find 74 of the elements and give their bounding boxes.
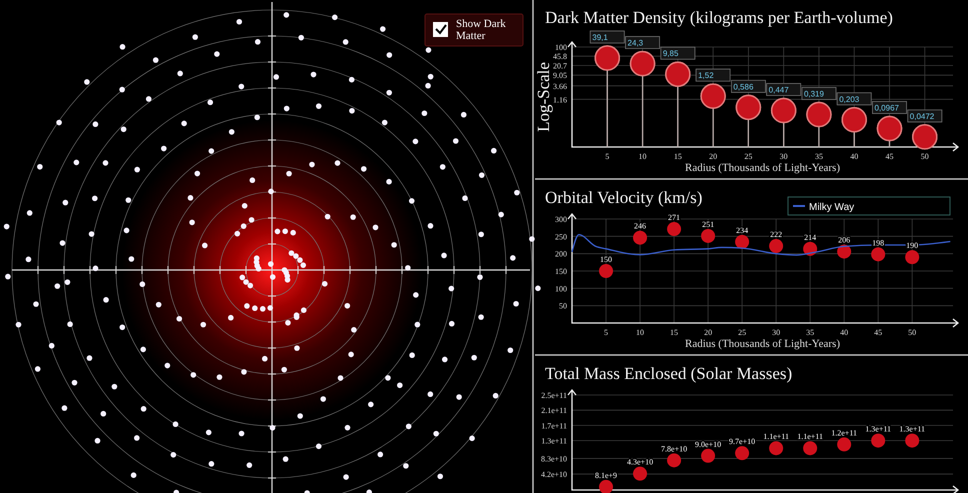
- data-label: 150: [600, 255, 612, 264]
- y-tick-label: 100: [555, 284, 567, 294]
- data-label: 1.1e+11: [797, 432, 824, 442]
- y-tick-label: 250: [555, 232, 567, 242]
- data-label: 8.1e+9: [594, 470, 618, 480]
- data-label: 0,0472: [910, 112, 935, 121]
- y-tick-label: 100: [555, 43, 567, 52]
- data-label: 1.2e+11: [831, 428, 858, 438]
- x-tick-label: 45: [874, 328, 882, 337]
- y-tick-label: 4.2e+10: [540, 470, 567, 480]
- x-tick-label: 50: [920, 152, 929, 161]
- x-tick-label: 30: [780, 152, 788, 161]
- data-label: 1,52: [698, 71, 714, 80]
- chart-title: Total Mass Enclosed (Solar Masses): [545, 364, 792, 383]
- data-label: 1.3e+11: [899, 424, 926, 434]
- y-tick-label: 1.7e+11: [541, 421, 567, 430]
- y-tick-label: 300: [555, 215, 567, 224]
- data-label: 246: [634, 222, 646, 231]
- y-axis-title: Log-Scale: [534, 62, 553, 132]
- data-label: 0,203: [839, 94, 860, 104]
- x-tick-label: 5: [604, 328, 608, 337]
- data-label: 234: [736, 226, 748, 235]
- data-label: 1.1e+11: [763, 432, 789, 442]
- x-tick-label: 30: [772, 328, 780, 337]
- data-label: 9,85: [662, 49, 679, 58]
- data-label: 4.3e+10: [627, 458, 654, 467]
- x-axis-title: Radius (Thousands of Light-Years): [684, 338, 840, 350]
- x-tick-label: 20: [704, 328, 712, 337]
- y-tick-label: 200: [555, 250, 567, 259]
- x-tick-label: 40: [840, 328, 848, 337]
- x-tick-label: 20: [709, 152, 718, 161]
- x-tick-label: 45: [886, 152, 894, 161]
- y-tick-label: 2.5e+11: [541, 391, 567, 400]
- x-tick-label: 50: [908, 328, 916, 337]
- data-label: 222: [770, 230, 782, 240]
- data-label: 214: [804, 232, 816, 242]
- chart-title: Orbital Velocity (km/s): [545, 188, 702, 207]
- legend-label: Milky Way: [809, 202, 854, 213]
- x-axis-title: Radius (Thousands of Light-Years): [684, 162, 840, 174]
- data-label: 0,586: [733, 82, 754, 92]
- data-label: 251: [702, 220, 714, 229]
- y-tick-label: 8.3e+10: [540, 454, 567, 464]
- y-tick-label: 2.1e+11: [541, 406, 567, 416]
- x-tick-label: 40: [850, 152, 858, 161]
- x-tick-label: 10: [638, 152, 647, 161]
- data-label: 0,319: [804, 89, 825, 98]
- x-tick-label: 35: [814, 152, 823, 161]
- y-tick-label: 3.66: [553, 82, 567, 91]
- chart-title: Dark Matter Density (kilograms per Earth-volume): [545, 8, 893, 27]
- data-label: 206: [838, 236, 850, 245]
- data-label: 24,3: [628, 38, 644, 48]
- text: Show Dark Matter: [456, 18, 506, 42]
- y-tick-label: 1.16: [553, 95, 567, 104]
- data-label: 9.7e+10: [729, 437, 756, 446]
- y-tick-label: 45.8: [553, 52, 567, 62]
- y-tick-label: 150: [555, 267, 567, 276]
- data-label: 7.8e+10: [661, 444, 688, 454]
- data-label: 9.0e+10: [695, 440, 722, 449]
- y-tick-label: 50: [559, 302, 567, 311]
- y-tick-label: 9.05: [553, 71, 567, 80]
- x-tick-label: 35: [806, 328, 814, 337]
- x-tick-label: 25: [738, 328, 746, 337]
- y-tick-label: 1.3e+11: [541, 436, 567, 446]
- x-tick-label: 5: [605, 152, 610, 161]
- data-label: 0,0967: [874, 104, 900, 112]
- x-tick-label: 25: [744, 152, 752, 161]
- y-tick-label: 20.7: [553, 61, 567, 70]
- x-tick-label: 10: [636, 328, 644, 337]
- x-tick-label: 15: [674, 152, 682, 161]
- data-label: 1.3e+11: [865, 424, 892, 434]
- x-tick-label: 15: [670, 328, 678, 337]
- data-label: 0,447: [768, 86, 790, 95]
- data-label: 39,1: [592, 33, 608, 42]
- data-label: 271: [668, 213, 680, 222]
